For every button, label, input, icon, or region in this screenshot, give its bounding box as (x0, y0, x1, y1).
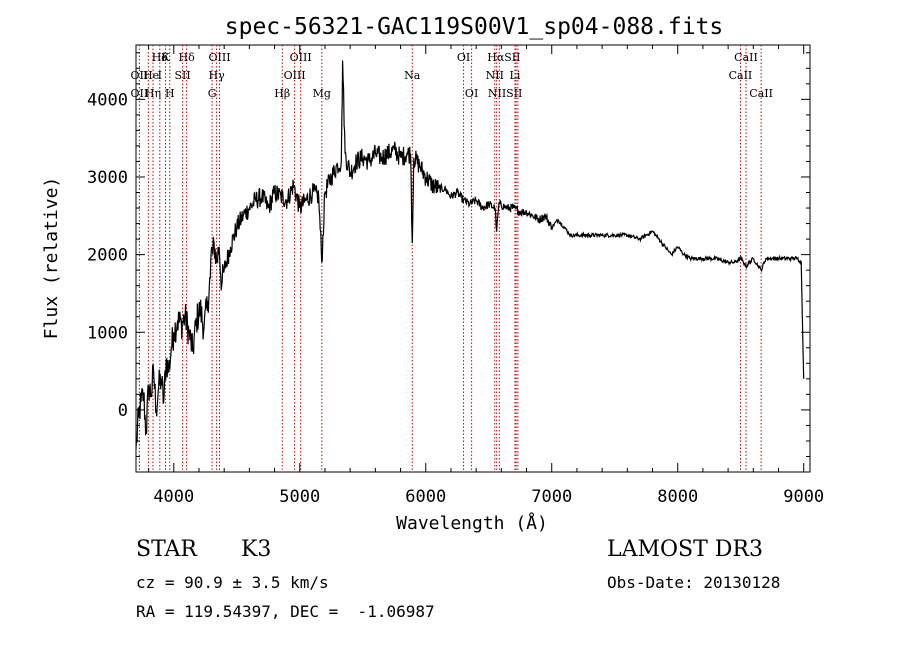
survey-name: LAMOST DR3 (607, 537, 763, 562)
y-tick-label: 1000 (87, 323, 128, 343)
y-tick-label: 3000 (87, 168, 128, 188)
chart-title: spec-56321-GAC119S00V1_sp04-088.fits (225, 14, 724, 40)
x-tick-label: 5000 (279, 487, 320, 507)
line-label: He (143, 69, 159, 82)
redshift-readout: cz = 90.9 ± 3.5 km/s (136, 573, 329, 592)
line-label: CaII (729, 69, 753, 82)
line-label: NIISII (488, 87, 523, 100)
axis-ticks: 4000 5000 6000 7000 8000 9000 0 1000 2000 3000 400… (87, 45, 824, 507)
line-label: Hβ (274, 87, 290, 100)
x-tick-label: 8000 (657, 487, 698, 507)
coordinates-readout: RA = 119.54397, DEC = -1.06987 (136, 602, 435, 621)
y-axis-label: Flux (relative) (41, 177, 62, 340)
line-label: OI (457, 51, 470, 64)
line-label: NII (486, 69, 504, 82)
line-label: Hγ (209, 69, 226, 82)
line-label: I (158, 69, 162, 82)
line-label: HαSII (487, 51, 520, 64)
line-label: OIII (208, 51, 230, 64)
line-label: Hη (145, 87, 161, 100)
subclass: K3 (241, 537, 272, 562)
y-tick-label: 0 (118, 401, 128, 421)
line-label: CaII (749, 87, 773, 100)
obs-date: Obs-Date: 20130128 (607, 573, 781, 592)
x-tick-label: 6000 (405, 487, 446, 507)
plot-frame (135, 44, 811, 473)
line-label: OII (131, 87, 149, 100)
line-label: OI (465, 87, 478, 100)
line-label: OIII (284, 69, 306, 82)
line-label: OII (131, 69, 149, 82)
line-markers (138, 45, 762, 472)
x-tick-label: 7000 (531, 487, 572, 507)
line-label: K (161, 51, 170, 64)
object-type: STAR (136, 537, 197, 562)
line-label: Mg (313, 87, 331, 100)
flux-line (135, 60, 805, 449)
line-label: G (208, 87, 217, 100)
line-label: H (165, 87, 175, 100)
x-tick-label: 4000 (153, 487, 194, 507)
line-label: CaII (734, 51, 758, 64)
line-label: Na (404, 69, 421, 82)
x-axis-label: Wavelength (Å) (396, 512, 548, 534)
x-tick-label: 9000 (783, 487, 824, 507)
line-label: SII (174, 69, 190, 82)
line-label: Li (510, 69, 521, 82)
line-label: Hδ (179, 51, 196, 64)
line-label: OIII (290, 51, 312, 64)
y-tick-label: 4000 (87, 90, 128, 110)
y-tick-label: 2000 (87, 246, 128, 266)
line-label: Hδ (152, 51, 169, 64)
